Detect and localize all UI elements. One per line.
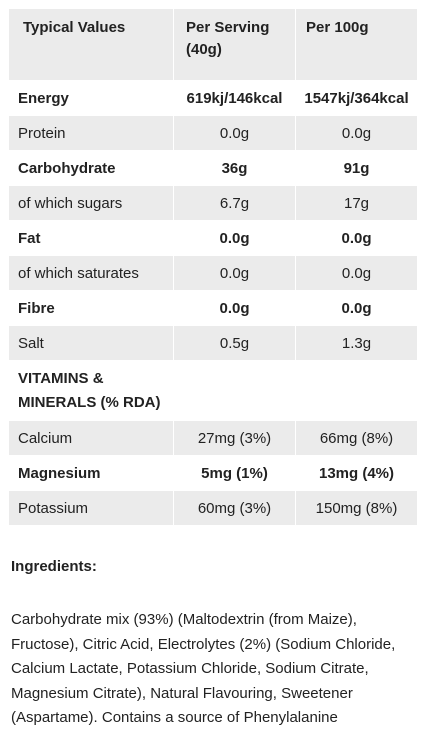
table-cell: 0.0g	[173, 220, 296, 256]
table-cell: 1547kj/364kcal	[295, 80, 418, 116]
table-cell: 60mg (3%)	[173, 490, 296, 526]
table-row: Fat 0.0g 0.0g	[8, 220, 418, 256]
table-row: of which sugars 6.7g 17g	[8, 185, 418, 221]
table-row: Potassium 60mg (3%) 150mg (8%)	[8, 490, 418, 526]
header-cell: Per Serving (40g)	[173, 8, 296, 81]
table-cell: Fibre	[8, 290, 174, 326]
table-cell: 619kj/146kcal	[173, 80, 296, 116]
header-cell: Per 100g	[295, 8, 418, 81]
table-cell: Energy	[8, 80, 174, 116]
table-cell: 0.0g	[295, 220, 418, 256]
ingredients-line: Carbohydrate mix (93%) (Maltodextrin (fr…	[11, 611, 357, 628]
table-cell: 0.5g	[173, 325, 296, 361]
table-row: Protein 0.0g 0.0g	[8, 115, 418, 151]
table-row: Magnesium 5mg (1%) 13mg (4%)	[8, 455, 418, 491]
header-row: Typical Values Per Serving (40g) Per 100g	[8, 8, 418, 81]
table-cell: 66mg (8%)	[295, 420, 418, 456]
ingredients-line: Calcium Lactate, Potassium Chloride, Sod…	[11, 660, 369, 677]
table-cell	[295, 360, 418, 421]
table-cell: Carbohydrate	[8, 150, 174, 186]
ingredients-text: Carbohydrate mix (93%) (Maltodextrin (fr…	[11, 608, 395, 731]
table-cell: 0.0g	[295, 115, 418, 151]
table-cell: 6.7g	[173, 185, 296, 221]
table-cell: 91g	[295, 150, 418, 186]
table-cell: Fat	[8, 220, 174, 256]
table-cell: Potassium	[8, 490, 174, 526]
table-row: Salt 0.5g 1.3g	[8, 325, 418, 361]
table-cell: 0.0g	[173, 255, 296, 291]
table-cell: 13mg (4%)	[295, 455, 418, 491]
table-cell: 17g	[295, 185, 418, 221]
table-cell: 27mg (3%)	[173, 420, 296, 456]
table-cell: VITAMINS & MINERALS (% RDA)	[8, 360, 174, 421]
table-cell: 0.0g	[295, 255, 418, 291]
table-cell: Protein	[8, 115, 174, 151]
table-cell: Calcium	[8, 420, 174, 456]
table-row: Energy 619kj/146kcal 1547kj/364kcal	[8, 80, 418, 116]
ingredients-title: Ingredients:	[11, 558, 97, 575]
ingredients-line: Magnesium Citrate), Natural Flavouring, …	[11, 684, 353, 702]
table-cell: 36g	[173, 150, 296, 186]
table-cell: 0.0g	[173, 115, 296, 151]
ingredients-line: (Aspartame). Contains a source of Phenyl…	[11, 709, 338, 726]
table-cell: of which saturates	[8, 255, 174, 291]
nutrition-table: Typical Values Per Serving (40g) Per 100g E…	[8, 8, 418, 526]
table-cell: Magnesium	[8, 455, 174, 491]
table-row: Carbohydrate 36g 91g	[8, 150, 418, 186]
table-row: VITAMINS & MINERALS (% RDA)	[8, 360, 418, 421]
table-cell: 150mg (8%)	[295, 490, 418, 526]
table-cell: 1.3g	[295, 325, 418, 361]
header-cell: Typical Values	[8, 8, 174, 81]
table-cell: Salt	[8, 325, 174, 361]
table-cell: of which sugars	[8, 185, 174, 221]
table-cell	[173, 360, 296, 421]
table-row: Fibre 0.0g 0.0g	[8, 290, 418, 326]
table-row: Calcium 27mg (3%) 66mg (8%)	[8, 420, 418, 456]
table-cell: 0.0g	[173, 290, 296, 326]
table-row: of which saturates 0.0g 0.0g	[8, 255, 418, 291]
table-cell: 5mg (1%)	[173, 455, 296, 491]
table-cell: 0.0g	[295, 290, 418, 326]
ingredients-line: Fructose), Citric Acid, Electrolytes (2%…	[11, 635, 396, 653]
